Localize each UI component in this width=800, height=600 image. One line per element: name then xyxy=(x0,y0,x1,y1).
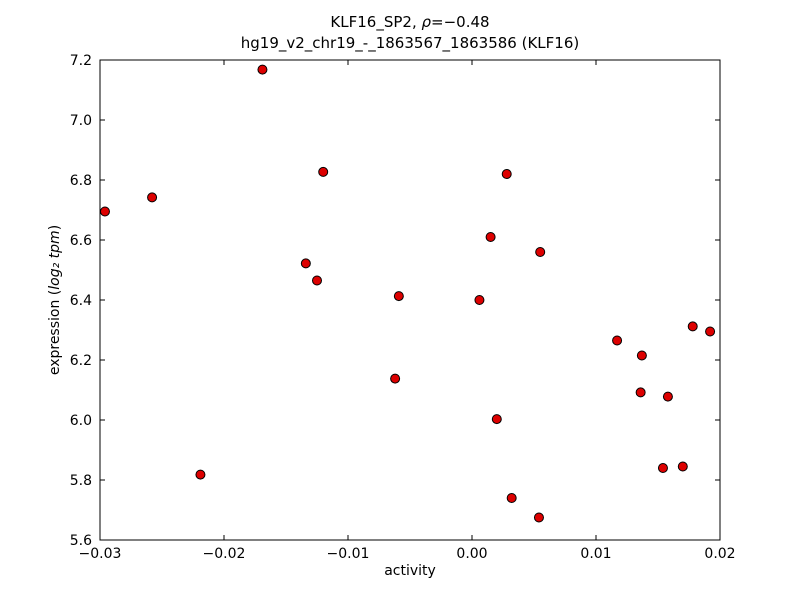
y-tick-label: 6.4 xyxy=(70,293,92,309)
data-point xyxy=(687,321,698,332)
data-point xyxy=(612,335,623,346)
x-axis-label: activity xyxy=(384,563,436,579)
data-point xyxy=(474,295,485,305)
data-point xyxy=(312,275,322,286)
data-point xyxy=(195,469,206,480)
data-point xyxy=(491,414,502,425)
chart-title-value: =−0.48 xyxy=(431,13,490,31)
x-tick-label: 0.00 xyxy=(456,546,487,562)
data-point xyxy=(533,512,544,523)
data-point xyxy=(390,373,401,384)
data-point xyxy=(662,391,673,402)
plot-frame xyxy=(99,59,721,541)
data-point xyxy=(657,463,668,473)
data-point xyxy=(300,258,311,269)
data-point xyxy=(257,64,268,75)
y-tick-label: 6.0 xyxy=(70,413,92,429)
y-tick-label: 7.2 xyxy=(70,53,92,69)
x-tick-label: −0.01 xyxy=(327,546,370,562)
data-point xyxy=(506,493,517,503)
data-point xyxy=(393,291,404,302)
y-axis-label-math: log₂ tpm xyxy=(47,230,63,290)
data-point xyxy=(535,247,546,257)
data-point xyxy=(99,206,110,217)
y-tick-label: 7.0 xyxy=(70,113,92,129)
chart-subtitle: hg19_v2_chr19_-_1863567_1863586 (KLF16) xyxy=(240,34,580,52)
x-tick-label: −0.03 xyxy=(79,546,122,562)
data-point xyxy=(501,169,512,179)
data-point xyxy=(677,461,688,472)
chart-title-rho: ρ xyxy=(421,13,432,31)
y-tick-label: 5.8 xyxy=(70,473,92,489)
x-tick-label: 0.01 xyxy=(580,546,611,562)
y-axis-label-suffix: ) xyxy=(47,224,63,231)
x-tick-label: 0.02 xyxy=(704,546,735,562)
y-tick-label: 5.6 xyxy=(70,533,92,549)
data-point xyxy=(705,326,716,337)
y-tick-label: 6.2 xyxy=(70,353,92,369)
data-point xyxy=(147,192,158,203)
data-point xyxy=(636,350,647,361)
data-point xyxy=(318,166,329,177)
data-point xyxy=(635,387,646,398)
y-tick-label: 6.8 xyxy=(70,173,92,189)
chart-title-text: KLF16_SP2, xyxy=(330,13,422,31)
y-axis-label: expression (log₂ tpm) xyxy=(47,225,63,375)
x-tick-label: −0.02 xyxy=(203,546,246,562)
y-axis-label-prefix: expression ( xyxy=(47,289,63,376)
chart-title: KLF16_SP2, ρ=−0.48 xyxy=(100,12,720,32)
data-point xyxy=(485,232,496,242)
y-tick-label: 6.6 xyxy=(70,233,92,249)
